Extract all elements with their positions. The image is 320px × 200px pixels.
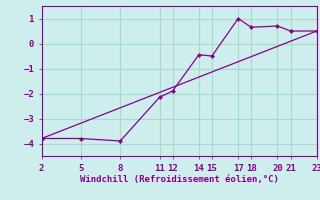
X-axis label: Windchill (Refroidissement éolien,°C): Windchill (Refroidissement éolien,°C) — [80, 175, 279, 184]
